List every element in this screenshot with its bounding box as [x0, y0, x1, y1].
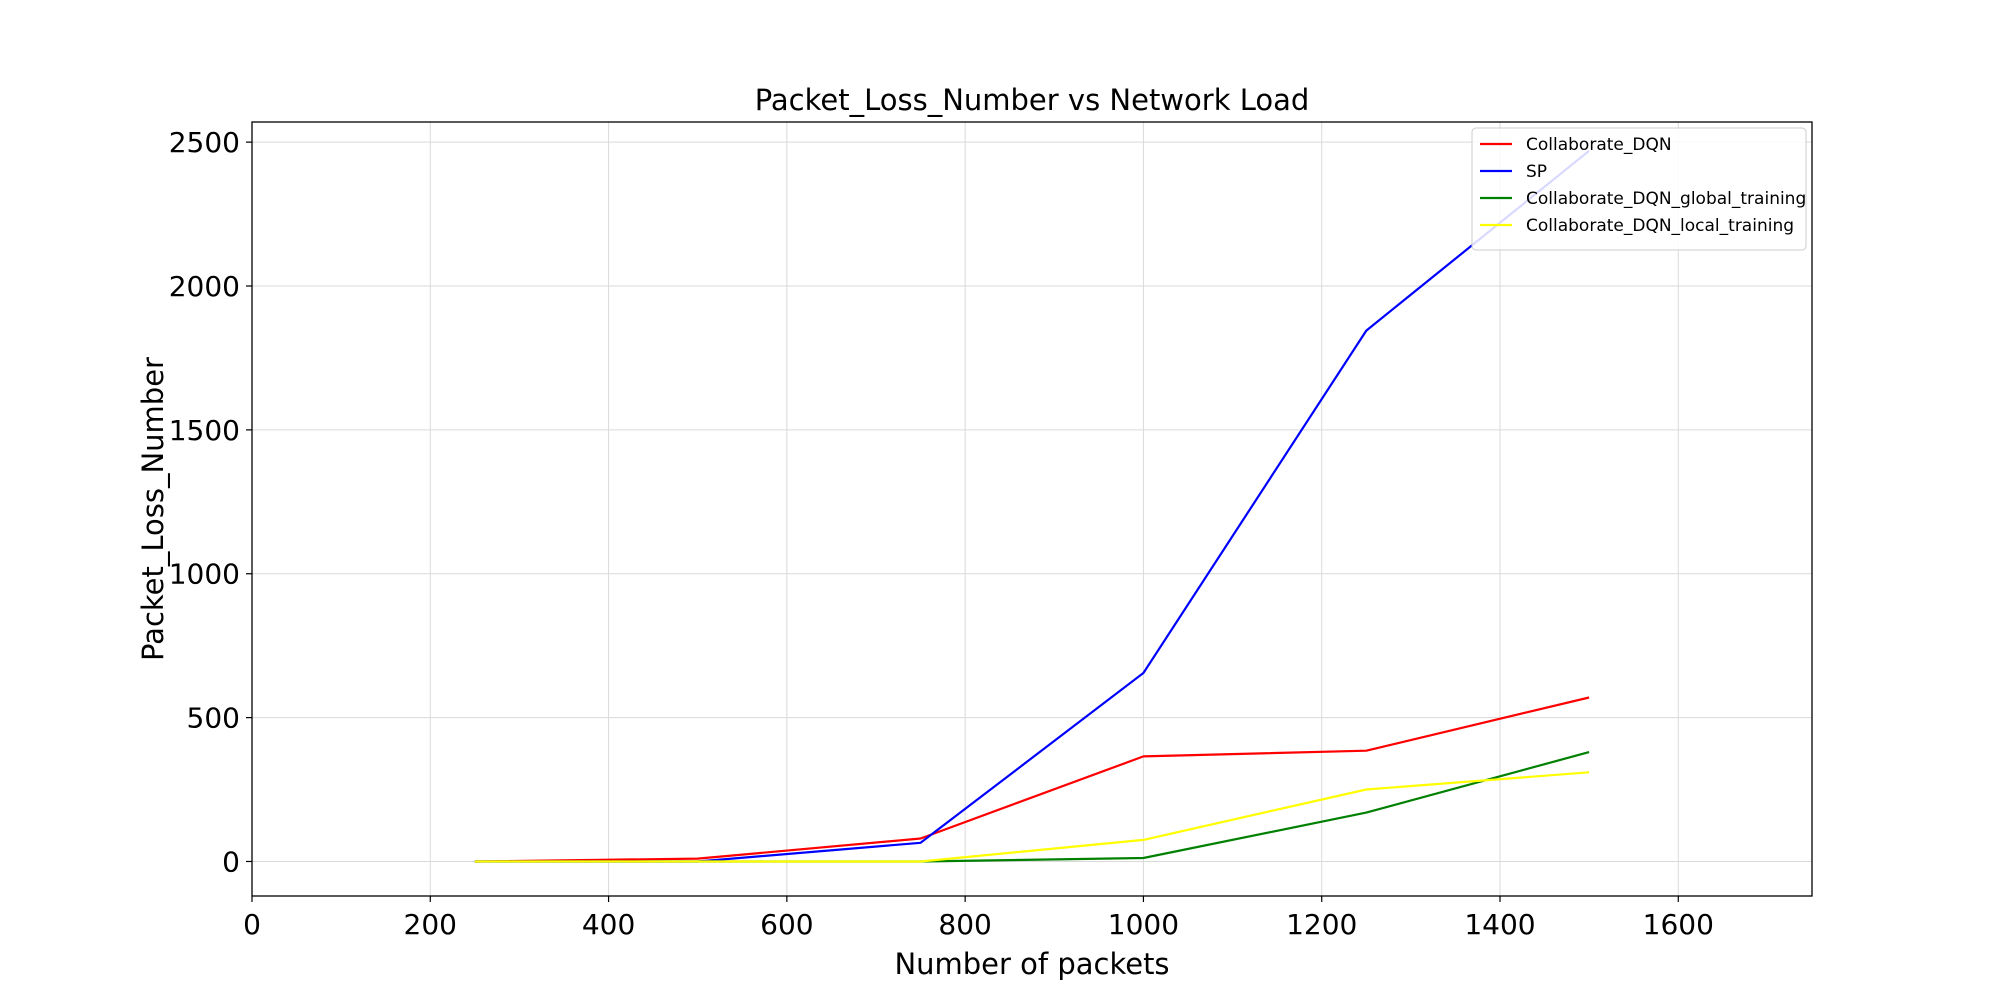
series-line-sp: [474, 149, 1590, 863]
x-tick-label: 1400: [1464, 908, 1535, 941]
plot-area-frame: [251, 121, 1813, 897]
y-tick-label: 1500: [169, 414, 240, 447]
y-axis-label: Packet_Loss_Number: [136, 357, 170, 661]
legend: Collaborate_DQN SP Collaborate_DQN_global_…: [1471, 127, 1807, 251]
x-tick-label: 400: [582, 908, 635, 941]
series-line-collaborate-dqn-local-training: [474, 771, 1590, 863]
legend-label: Collaborate_DQN_local_training: [1526, 216, 1794, 236]
y-tick-label: 500: [187, 702, 240, 735]
y-tick-label: 1000: [169, 558, 240, 591]
x-tick-label: 1200: [1286, 908, 1357, 941]
series-line-collaborate-dqn-global-training: [474, 751, 1590, 863]
x-tick-label: 1000: [1108, 908, 1179, 941]
legend-label: Collaborate_DQN: [1526, 135, 1672, 155]
x-tick-label: 800: [938, 908, 991, 941]
x-axis-label: Number of packets: [894, 947, 1169, 981]
grid: [251, 122, 1812, 896]
legend-box: [1471, 127, 1807, 251]
y-tick-label: 2000: [169, 270, 240, 303]
x-tick-label: 200: [404, 908, 457, 941]
x-tick-label: 1600: [1643, 908, 1714, 941]
chart-title: Packet_Loss_Number vs Network Load: [755, 83, 1310, 117]
series-lines: [474, 149, 1590, 863]
y-tick-label: 0: [222, 845, 240, 878]
x-tick-label: 600: [760, 908, 813, 941]
legend-label: SP: [1526, 162, 1547, 182]
axis-ticks: 0 200 400 600 800 1000 1200 1400 1600 0 500 1000 150…: [169, 126, 1714, 941]
legend-label: Collaborate_DQN_global_training: [1526, 189, 1806, 209]
y-tick-label: 2500: [169, 126, 240, 159]
x-tick-label: 0: [243, 908, 261, 941]
series-line-collaborate-dqn: [474, 696, 1590, 863]
